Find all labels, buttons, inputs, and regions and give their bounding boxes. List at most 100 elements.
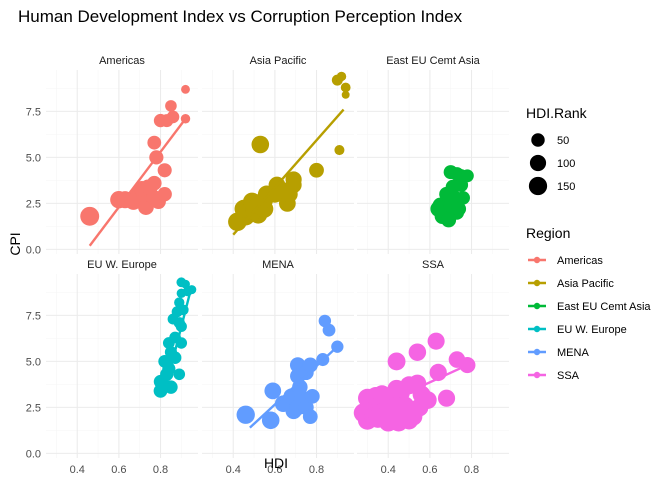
data-point <box>305 389 320 404</box>
data-point <box>451 201 467 216</box>
color-key-label: MENA <box>557 347 589 359</box>
facet-americas: Americas 0.0 2.5 5.0 7.5 <box>26 55 198 256</box>
x-tick-label: 0.8 <box>464 464 479 476</box>
data-point <box>157 187 172 202</box>
facet-eu-w-europe: EU W. Europe 0.0 2.5 5.0 7.5 0.4 0.6 0.8 <box>26 259 198 476</box>
data-point <box>341 90 350 99</box>
x-axis-title: HDI <box>264 455 288 471</box>
data-point <box>418 391 437 409</box>
color-key-label: Asia Pacific <box>557 278 614 290</box>
color-key-asia-pacific <box>533 279 541 287</box>
facet-label-ssa: SSA <box>422 259 445 271</box>
data-point <box>285 176 302 194</box>
panel-background <box>202 70 354 254</box>
size-legend-title: HDI.Rank <box>526 105 588 121</box>
data-point <box>261 411 280 430</box>
data-point <box>251 135 270 154</box>
data-point <box>181 84 190 94</box>
size-key-100 <box>529 154 547 172</box>
facet-asia-pacific: Asia Pacific <box>202 55 354 254</box>
x-tick-label: 0.8 <box>153 464 168 476</box>
size-key-label: 100 <box>557 158 575 170</box>
x-tick-label: 0.6 <box>422 464 437 476</box>
x-tick-label: 0.6 <box>111 464 126 476</box>
data-point <box>146 175 162 191</box>
data-point <box>176 288 187 299</box>
data-point <box>309 162 324 178</box>
color-key-americas <box>533 256 541 264</box>
data-point <box>236 405 255 424</box>
facet-label-eu-w-europe: EU W. Europe <box>87 259 157 271</box>
data-point <box>181 279 190 289</box>
data-point <box>166 110 180 124</box>
facet-label-east-eu-cemt-asia: East EU Cemt Asia <box>386 55 480 67</box>
trend-line <box>249 345 339 429</box>
panel-background <box>357 70 509 254</box>
data-point <box>302 409 318 424</box>
facet-ssa: SSA 0.4 0.6 0.8 <box>353 259 509 476</box>
x-tick-label: 0.4 <box>226 464 241 476</box>
color-key-label: Americas <box>557 255 603 267</box>
trend-line <box>362 363 468 415</box>
data-point <box>80 206 100 226</box>
y-tick-label: 5.0 <box>26 356 41 368</box>
size-key-label: 150 <box>557 181 575 193</box>
facet-label-asia-pacific: Asia Pacific <box>250 55 307 67</box>
data-point <box>336 71 347 82</box>
color-key-label: EU W. Europe <box>557 324 627 336</box>
x-tick-label: 0.4 <box>381 464 396 476</box>
y-tick-label: 5.0 <box>26 152 41 164</box>
data-point <box>387 352 406 371</box>
data-point <box>158 355 172 368</box>
data-point <box>174 297 185 308</box>
data-point <box>340 82 351 93</box>
data-point <box>437 389 456 407</box>
data-point <box>173 368 186 381</box>
data-point <box>460 169 474 183</box>
data-point <box>408 343 427 361</box>
trend-line <box>232 108 345 236</box>
x-tick-label: 0.4 <box>70 464 85 476</box>
size-legend-keys: 50 100 150 <box>528 133 575 196</box>
panel-background <box>202 274 354 458</box>
color-key-east-eu-cemt-asia <box>533 302 541 310</box>
y-axis-title: CPI <box>7 232 23 255</box>
color-key-ssa <box>533 371 541 379</box>
facet-label-mena: MENA <box>262 259 294 271</box>
size-key-50 <box>531 133 545 147</box>
x-tick-label: 0.6 <box>267 464 282 476</box>
y-tick-label: 2.5 <box>26 402 41 414</box>
y-tick-label: 0.0 <box>26 448 41 460</box>
data-point <box>264 382 282 400</box>
data-point <box>318 314 332 328</box>
size-key-label: 50 <box>557 135 569 147</box>
data-point <box>165 100 177 112</box>
data-point <box>167 313 179 325</box>
data-point <box>157 163 172 178</box>
color-key-label: East EU Cemt Asia <box>557 301 651 313</box>
data-point <box>456 191 470 205</box>
data-point <box>334 145 345 156</box>
color-key-label: SSA <box>557 370 580 382</box>
facet-east-eu-cemt-asia: East EU Cemt Asia <box>357 55 509 254</box>
color-legend-keys: Americas Asia Pacific East EU Cemt Asia EU … <box>528 255 651 382</box>
y-tick-label: 2.5 <box>26 198 41 210</box>
x-tick-label: 0.8 <box>309 464 324 476</box>
facet-label-americas: Americas <box>99 55 145 67</box>
trend-line <box>88 118 187 247</box>
data-point <box>408 374 427 393</box>
trend-line <box>165 285 193 384</box>
legend: HDI.Rank 50 100 150 Region Americas Asia Pa… <box>526 105 651 382</box>
color-key-eu-w-europe <box>533 325 541 333</box>
color-legend-title: Region <box>526 225 570 241</box>
facet-mena: MENA 0.4 0.6 0.8 <box>202 259 354 476</box>
data-point <box>147 135 162 150</box>
facet-panels: Americas 0.0 2.5 5.0 7.5 Asia Pacific East EU … <box>26 55 509 476</box>
color-key-mena <box>533 348 541 356</box>
y-tick-label: 7.5 <box>26 310 41 322</box>
size-key-150 <box>528 176 548 196</box>
data-point <box>427 332 445 350</box>
chart-title: Human Development Index vs Corruption Pe… <box>18 7 463 26</box>
y-tick-label: 7.5 <box>26 106 41 118</box>
